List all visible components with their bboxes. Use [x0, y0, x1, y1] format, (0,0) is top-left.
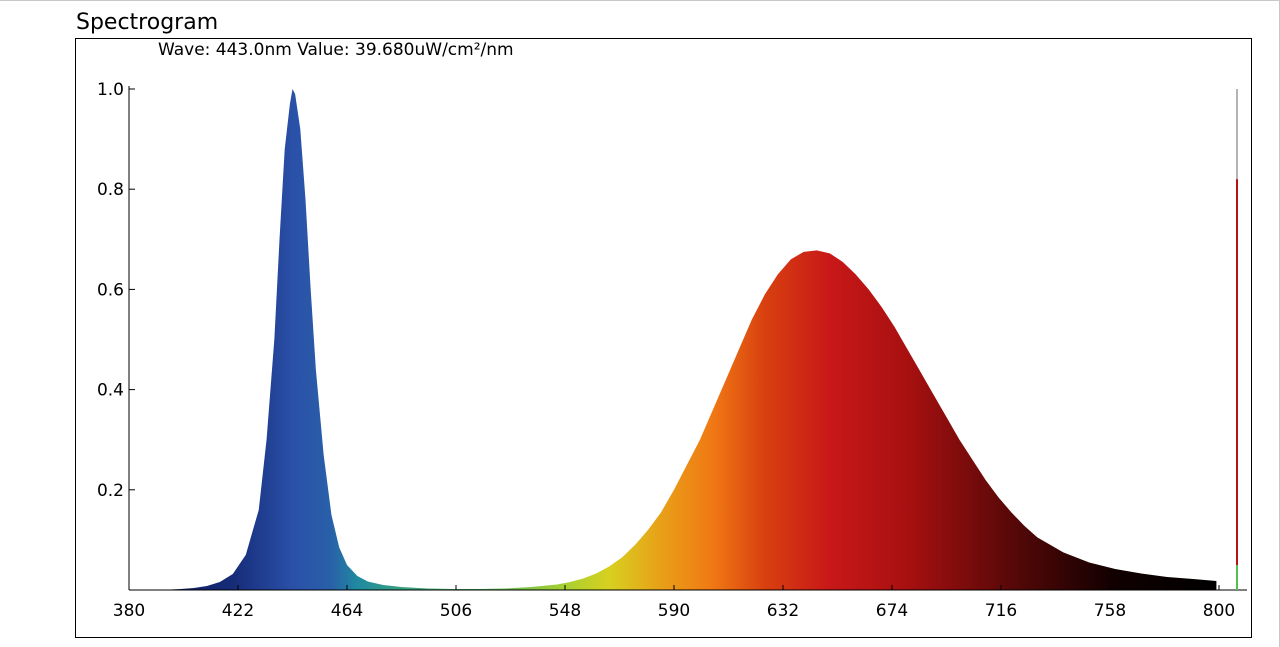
x-tick-label: 464: [331, 601, 363, 621]
y-tick-label: 0.6: [97, 280, 124, 300]
y-tick-label: 0.8: [97, 180, 124, 200]
x-tick-label: 590: [658, 601, 690, 621]
y-tick-label: 0.2: [97, 481, 124, 501]
y-tick-label: 1.0: [97, 80, 124, 100]
x-tick-label: 716: [985, 601, 1017, 621]
spectrum-area-0: [160, 89, 1217, 590]
x-tick-label: 632: [767, 601, 799, 621]
x-tick-label: 422: [222, 601, 254, 621]
window-top-edge: [0, 0, 1280, 1]
x-tick-label: 380: [113, 601, 145, 621]
x-tick-label: 758: [1094, 601, 1126, 621]
x-tick-label: 548: [549, 601, 581, 621]
panel-title: Spectrogram: [76, 10, 219, 35]
chart-frame: [75, 38, 1252, 638]
x-tick-label: 674: [876, 601, 908, 621]
y-tick-label: 0.4: [97, 381, 124, 401]
cursor-readout: Wave: 443.0nm Value: 39.680uW/cm²/nm: [158, 40, 514, 60]
x-tick-label: 506: [440, 601, 472, 621]
x-tick-label: 800: [1203, 601, 1235, 621]
